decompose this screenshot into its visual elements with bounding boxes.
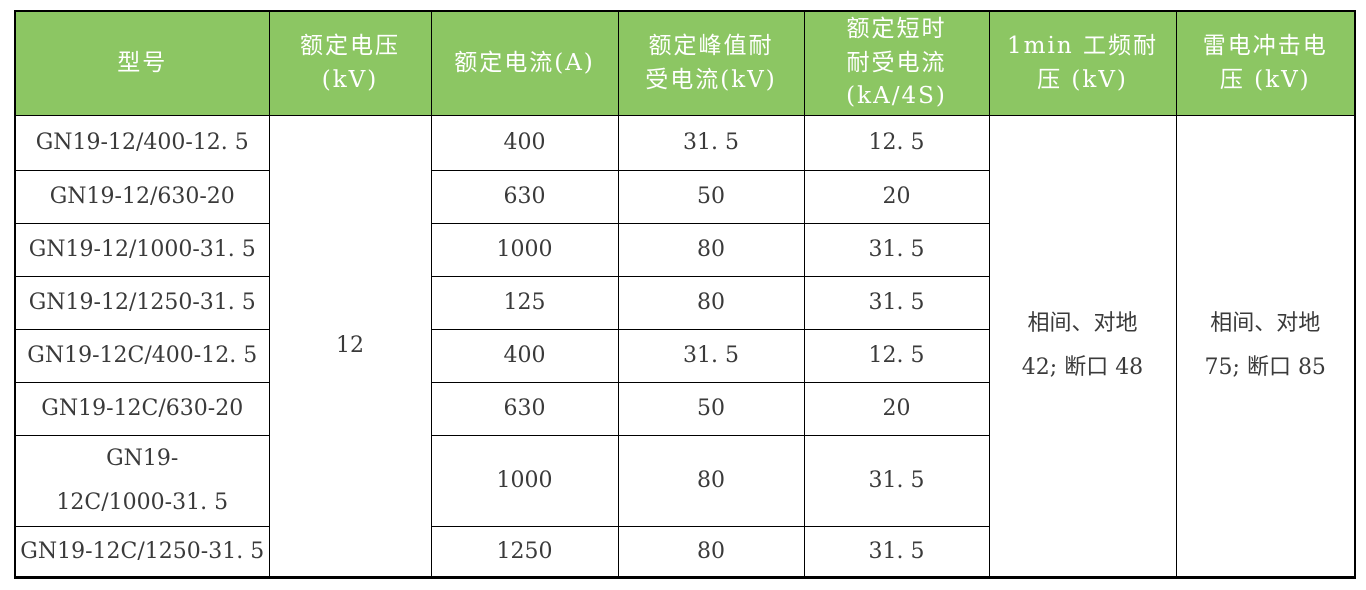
cell-short-time-withstand: 20 (803, 170, 990, 224)
cell-short-time-withstand: 31. 5 (803, 435, 990, 527)
table-row: GN19-12C/630-20 630 50 20 (14, 382, 1355, 436)
cell-peak-withstand: 80 (617, 526, 805, 578)
cell-rated-current: 400 (430, 115, 619, 171)
cell-model: GN19-12C/630-20 (14, 382, 270, 436)
cell-short-time-withstand: 31. 5 (803, 526, 990, 578)
header-lightning-impulse-voltage: 雷电冲击电 压 (kV) (1175, 10, 1356, 116)
header-peak-withstand-current: 额定峰值耐 受电流(kV) (617, 10, 805, 116)
header-short-time-withstand-current: 额定短时 耐受电流 (kA/4S) (803, 10, 990, 116)
cell-rated-current: 125 (430, 276, 619, 330)
cell-peak-withstand: 80 (617, 276, 805, 330)
cell-rated-current: 1000 (430, 435, 619, 527)
spec-table-container: 型号 额定电压 (kV) 额定电流(A) 额定峰值耐 受电流(kV) 额定短时 … (14, 10, 1356, 579)
cell-rated-current: 1250 (430, 526, 619, 578)
table-row: GN19- 12C/1000-31. 5 1000 80 31. 5 (14, 435, 1355, 527)
header-rated-voltage: 额定电压 (kV) (268, 10, 432, 116)
cell-short-time-withstand: 12. 5 (803, 329, 990, 383)
cell-rated-current: 400 (430, 329, 619, 383)
header-model: 型号 (14, 10, 270, 116)
spec-table: 型号 额定电压 (kV) 额定电流(A) 额定峰值耐 受电流(kV) 额定短时 … (14, 10, 1356, 579)
table-row: GN19-12/400-12. 5 12 400 31. 5 12. 5 相间、… (14, 115, 1356, 578)
table-row: GN19-12/1250-31. 5 125 80 31. 5 (14, 276, 1355, 330)
cell-model: GN19- 12C/1000-31. 5 (14, 435, 270, 527)
cell-peak-withstand: 80 (617, 435, 805, 527)
cell-power-frequency-withstand-merged: 相间、对地 42; 断口 48 (988, 115, 1177, 578)
cell-model: GN19-12C/400-12. 5 (14, 329, 270, 383)
cell-peak-withstand: 80 (617, 223, 805, 277)
table-row: GN19-12C/1250-31. 5 1250 80 31. 5 (14, 526, 1355, 578)
cell-model: GN19-12/1250-31. 5 (14, 276, 270, 330)
table-row: GN19-12C/400-12. 5 400 31. 5 12. 5 (14, 329, 1355, 383)
cell-rated-current: 630 (430, 170, 619, 224)
cell-short-time-withstand: 31. 5 (803, 223, 990, 277)
cell-short-time-withstand: 12. 5 (803, 115, 990, 171)
cell-model: GN19-12/1000-31. 5 (14, 223, 270, 277)
table-row: GN19-12/1000-31. 5 1000 80 31. 5 (14, 223, 1355, 277)
cell-peak-withstand: 50 (617, 382, 805, 436)
cell-rated-current: 1000 (430, 223, 619, 277)
cell-model: GN19-12C/1250-31. 5 (14, 526, 270, 578)
cell-peak-withstand: 50 (617, 170, 805, 224)
cell-rated-current: 630 (430, 382, 619, 436)
header-row: 型号 额定电压 (kV) 额定电流(A) 额定峰值耐 受电流(kV) 额定短时 … (14, 10, 1356, 116)
cell-model: GN19-12/630-20 (14, 170, 270, 224)
cell-short-time-withstand: 20 (803, 382, 990, 436)
cell-peak-withstand: 31. 5 (617, 329, 805, 383)
header-rated-current: 额定电流(A) (430, 10, 619, 116)
cell-lightning-impulse-merged: 相间、对地 75; 断口 85 (1175, 115, 1356, 578)
cell-model: GN19-12/400-12. 5 (14, 115, 270, 171)
table-row: GN19-12/630-20 630 50 20 (14, 170, 1355, 224)
cell-peak-withstand: 31. 5 (617, 115, 805, 171)
header-power-frequency-withstand-voltage: 1min 工频耐 压 (kV) (988, 10, 1177, 116)
cell-rated-voltage-merged: 12 (268, 115, 432, 578)
cell-short-time-withstand: 31. 5 (803, 276, 990, 330)
